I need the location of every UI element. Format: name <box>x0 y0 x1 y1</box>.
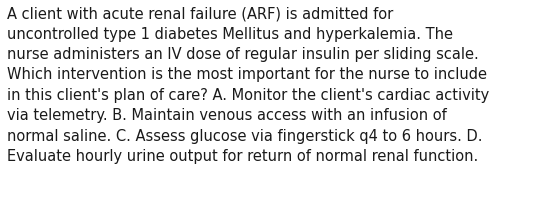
Text: A client with acute renal failure (ARF) is admitted for
uncontrolled type 1 diab: A client with acute renal failure (ARF) … <box>7 6 489 164</box>
